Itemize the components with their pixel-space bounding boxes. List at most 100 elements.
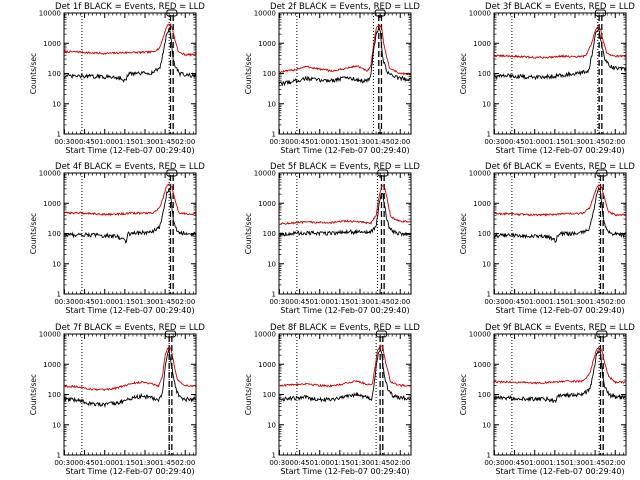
x-tick-label: 01:15 bbox=[115, 298, 135, 306]
x-tick-label: 01:15 bbox=[545, 138, 565, 146]
x-tick-label: 01:45 bbox=[585, 138, 605, 146]
y-tick-label: 1000 bbox=[43, 40, 61, 48]
plot-frame bbox=[63, 333, 197, 456]
x-tick-label: 01:45 bbox=[155, 459, 175, 467]
x-tick-label: 01:15 bbox=[330, 138, 350, 146]
lld-series-line bbox=[278, 24, 411, 76]
y-tick-label: 10000 bbox=[254, 170, 276, 178]
events-series-line bbox=[278, 192, 411, 237]
detector-plot-2: Det 2f BLACK = Events, RED = LLD Start Ti… bbox=[244, 2, 420, 155]
y-axis-label: Counts/sec bbox=[244, 213, 253, 254]
y-tick-label: 10 bbox=[52, 260, 61, 268]
x-tick-label: 01:00 bbox=[95, 459, 115, 467]
lld-series-line bbox=[64, 183, 196, 217]
lld-series-line bbox=[63, 23, 197, 57]
rectangle-outline-icon bbox=[377, 169, 389, 177]
x-tick-label: 02:00 bbox=[605, 298, 625, 306]
x-tick-label: 01:30 bbox=[565, 298, 585, 306]
x-tick-label: 02:00 bbox=[605, 138, 625, 146]
y-tick-label: 10 bbox=[482, 260, 491, 268]
x-tick-label: 00:30 bbox=[484, 459, 504, 467]
y-tick-label: 1 bbox=[57, 291, 61, 299]
events-series-line bbox=[493, 348, 626, 404]
x-tick-label: 01:30 bbox=[565, 459, 585, 467]
detector-plot-1: Det 1f BLACK = Events, RED = LLD Start Ti… bbox=[29, 2, 205, 155]
x-tick-label: 00:45 bbox=[289, 138, 309, 146]
detector-plot-6: Det 6f BLACK = Events, RED = LLD Start Ti… bbox=[459, 162, 635, 315]
x-tick-label: 01:00 bbox=[525, 298, 545, 306]
y-tick-label: 10 bbox=[267, 260, 276, 268]
plot-title: Det 4f BLACK = Events, RED = LLD bbox=[55, 162, 205, 172]
x-tick-label: 00:45 bbox=[289, 459, 309, 467]
y-axis-label: Counts/sec bbox=[29, 213, 38, 254]
x-tick-label: 01:45 bbox=[155, 298, 175, 306]
y-tick-label: 10 bbox=[52, 100, 61, 108]
x-tick-label: 01:15 bbox=[115, 138, 135, 146]
y-tick-label: 100 bbox=[263, 70, 276, 78]
y-tick-label: 1 bbox=[272, 291, 276, 299]
x-tick-label: 02:00 bbox=[175, 298, 195, 306]
x-tick-label: 00:30 bbox=[269, 298, 289, 306]
detector-plot-9: Det 9f BLACK = Events, RED = LLD Start Ti… bbox=[459, 323, 635, 476]
x-tick-label: 01:30 bbox=[565, 138, 585, 146]
x-tick-label: 01:45 bbox=[370, 298, 390, 306]
events-series-line bbox=[278, 348, 412, 403]
lld-series-line bbox=[279, 344, 411, 388]
y-axis-label: Counts/sec bbox=[459, 53, 468, 94]
y-tick-label: 100 bbox=[478, 70, 491, 78]
y-tick-label: 1 bbox=[487, 131, 491, 139]
detector-plot-3: Det 3f BLACK = Events, RED = LLD Start Ti… bbox=[459, 2, 635, 155]
x-tick-label: 01:45 bbox=[585, 298, 605, 306]
x-tick-label: 01:30 bbox=[350, 298, 370, 306]
x-tick-label: 00:45 bbox=[74, 138, 94, 146]
x-axis-label: Start Time (12-Feb-07 00:29:40) bbox=[280, 146, 409, 155]
x-tick-label: 01:30 bbox=[135, 298, 155, 306]
rectangle-outline-icon bbox=[164, 330, 176, 338]
rectangle-outline-icon bbox=[594, 9, 606, 17]
detector-plot-7: Det 7f BLACK = Events, RED = LLD Start Ti… bbox=[29, 323, 205, 476]
plot-title: Det 6f BLACK = Events, RED = LLD bbox=[485, 162, 635, 172]
rectangle-outline-icon bbox=[166, 9, 178, 17]
y-axis-label: Counts/sec bbox=[244, 53, 253, 94]
y-tick-label: 100 bbox=[263, 230, 276, 238]
x-tick-label: 01:45 bbox=[585, 459, 605, 467]
events-series-line bbox=[278, 26, 411, 87]
y-tick-label: 1000 bbox=[258, 361, 276, 369]
y-tick-label: 1000 bbox=[473, 200, 491, 208]
events-series-line bbox=[493, 186, 626, 243]
y-tick-label: 10 bbox=[267, 100, 276, 108]
plot-title: Det 5f BLACK = Events, RED = LLD bbox=[270, 162, 420, 172]
x-tick-label: 01:30 bbox=[135, 459, 155, 467]
y-tick-label: 10 bbox=[267, 421, 276, 429]
y-axis-label: Counts/sec bbox=[244, 374, 253, 415]
x-tick-label: 02:00 bbox=[390, 138, 410, 146]
x-tick-label: 00:30 bbox=[54, 459, 74, 467]
x-tick-label: 01:00 bbox=[310, 459, 330, 467]
x-tick-label: 01:45 bbox=[370, 138, 390, 146]
lld-series-line bbox=[493, 26, 626, 59]
lld-series-line bbox=[278, 185, 411, 226]
y-tick-label: 1 bbox=[57, 131, 61, 139]
x-tick-label: 01:00 bbox=[525, 138, 545, 146]
x-axis-label: Start Time (12-Feb-07 00:29:40) bbox=[495, 306, 624, 315]
x-tick-label: 00:30 bbox=[484, 298, 504, 306]
rectangle-outline-icon bbox=[166, 169, 178, 177]
detector-plot-5: Det 5f BLACK = Events, RED = LLD Start Ti… bbox=[244, 162, 420, 315]
x-tick-label: 01:00 bbox=[95, 298, 115, 306]
y-axis-label: Counts/sec bbox=[459, 374, 468, 415]
y-tick-label: 10000 bbox=[469, 10, 491, 18]
x-tick-label: 01:30 bbox=[135, 138, 155, 146]
x-tick-label: 01:15 bbox=[115, 459, 135, 467]
x-axis-label: Start Time (12-Feb-07 00:29:40) bbox=[65, 306, 194, 315]
plot-frame bbox=[278, 333, 412, 456]
y-tick-label: 100 bbox=[48, 70, 61, 78]
events-series-line bbox=[63, 27, 197, 83]
x-tick-label: 01:45 bbox=[155, 138, 175, 146]
y-axis-label: Counts/sec bbox=[29, 53, 38, 94]
x-tick-label: 00:30 bbox=[269, 459, 289, 467]
y-axis-label: Counts/sec bbox=[29, 374, 38, 415]
y-tick-label: 100 bbox=[48, 230, 61, 238]
y-tick-label: 1 bbox=[487, 452, 491, 460]
x-tick-label: 00:30 bbox=[54, 298, 74, 306]
y-tick-label: 10000 bbox=[254, 10, 276, 18]
